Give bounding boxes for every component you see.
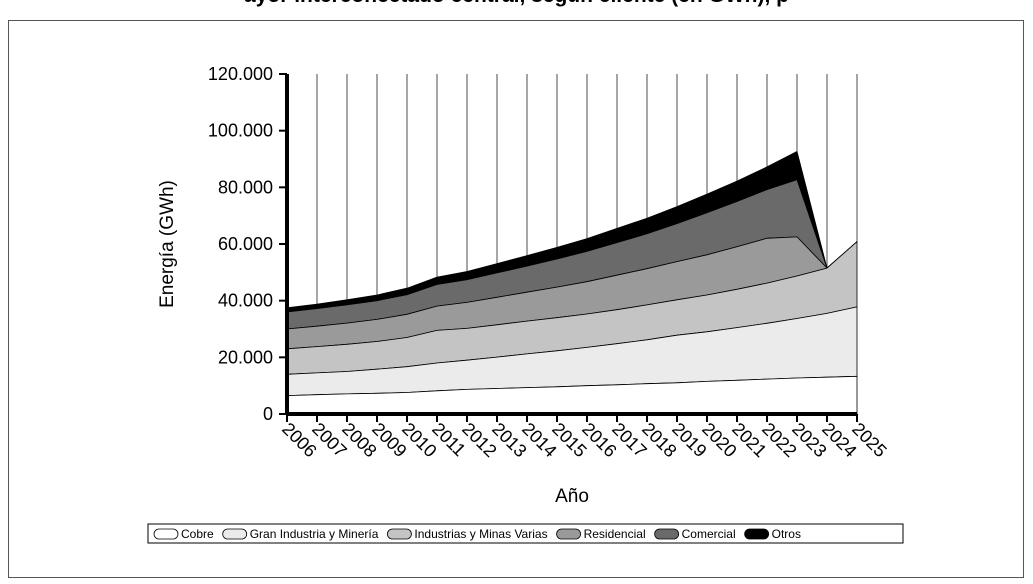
- legend-label: Comercial: [682, 527, 736, 541]
- legend-label: Otros: [772, 527, 801, 541]
- y-tick-label: 40.000: [218, 291, 273, 311]
- stacked-area-chart: 020.00040.00060.00080.000100.000120.000 …: [147, 64, 904, 544]
- x-axis-title: Año: [555, 486, 589, 507]
- legend-label: Cobre: [181, 527, 214, 541]
- axes: [279, 73, 858, 422]
- y-tick-label: 100.000: [208, 121, 273, 141]
- x-tick-labels: 2006200720082009201020112012201320142015…: [278, 419, 890, 461]
- y-tick-label: 120.000: [208, 64, 273, 84]
- y-tick-label: 20.000: [218, 347, 273, 367]
- legend-swatch: [153, 528, 179, 540]
- y-tick-labels: 0 20.000 40.000 60.000 80.000 100.000 120.000: [208, 64, 273, 424]
- y-tick-label: 0: [263, 404, 273, 424]
- legend-label: Industrias y Minas Varias: [414, 527, 547, 541]
- chart-frame: 0 20.000 40.000 60.000 80.000 100.000 120.000 …: [8, 20, 1024, 578]
- x-tick-label: 2006: [278, 419, 320, 461]
- area-series-group: [286, 150, 858, 415]
- legend-swatch: [654, 528, 680, 540]
- legend-swatch: [222, 528, 248, 540]
- y-tick-label: 80.000: [218, 177, 273, 197]
- legend-label: Gran Industria y Minería: [250, 527, 379, 541]
- y-axis-title: Energía (GWh): [157, 180, 178, 308]
- legend-box: [147, 523, 904, 544]
- legend-swatch: [744, 528, 770, 540]
- legend-swatch: [387, 528, 412, 540]
- legend: Cobre Gran Industria y Minería Industrias …: [147, 523, 904, 544]
- y-tick-label: 60.000: [218, 234, 273, 254]
- legend-swatch: [556, 528, 581, 540]
- chart-top-caption: ayor interconectado central, segun clien…: [0, 0, 1033, 8]
- legend-label: Residencial: [584, 527, 646, 541]
